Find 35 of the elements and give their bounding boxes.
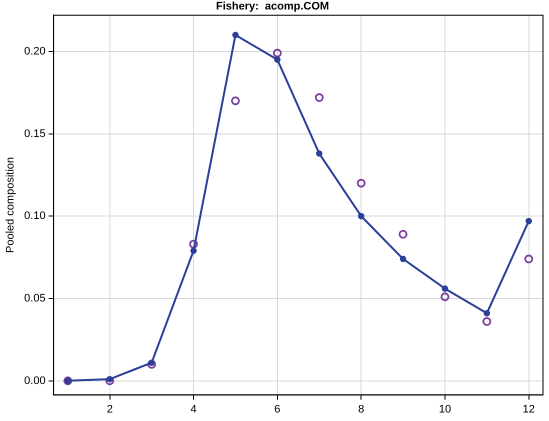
y-tick-label: 0.20: [24, 45, 46, 58]
y-tick-label: 0.10: [24, 210, 46, 222]
y-tick-label: 0.00: [24, 374, 46, 387]
point: [526, 218, 532, 224]
point: [274, 56, 281, 63]
x-tick-label: 10: [438, 403, 452, 416]
x-tick-label: 4: [190, 403, 197, 416]
point: [272, 48, 282, 58]
point: [316, 150, 322, 157]
x-tick-label: 6: [274, 403, 280, 416]
point: [232, 32, 239, 38]
point: [358, 212, 364, 220]
point: [442, 285, 448, 292]
point: [398, 230, 408, 239]
point: [524, 254, 534, 264]
y-axis-title: Pooled composition: [4, 156, 17, 254]
x-tick-label: 12: [522, 403, 535, 416]
point: [314, 93, 324, 102]
point: [440, 292, 450, 302]
point: [356, 178, 366, 188]
x-tick-label: 2: [106, 403, 113, 416]
point: [231, 96, 240, 106]
x-tick-label: 8: [358, 403, 364, 416]
point: [484, 310, 490, 316]
y-tick-label: 0.05: [24, 292, 46, 304]
point: [482, 317, 492, 326]
y-tick-label: 0.15: [24, 128, 46, 140]
point: [105, 376, 114, 386]
point: [190, 248, 197, 254]
chart-title: Fishery: acomp.COM: [216, 0, 330, 13]
point: [189, 240, 198, 249]
point: [147, 360, 156, 369]
point: [400, 256, 406, 262]
point: [148, 359, 155, 366]
point: [106, 376, 113, 382]
